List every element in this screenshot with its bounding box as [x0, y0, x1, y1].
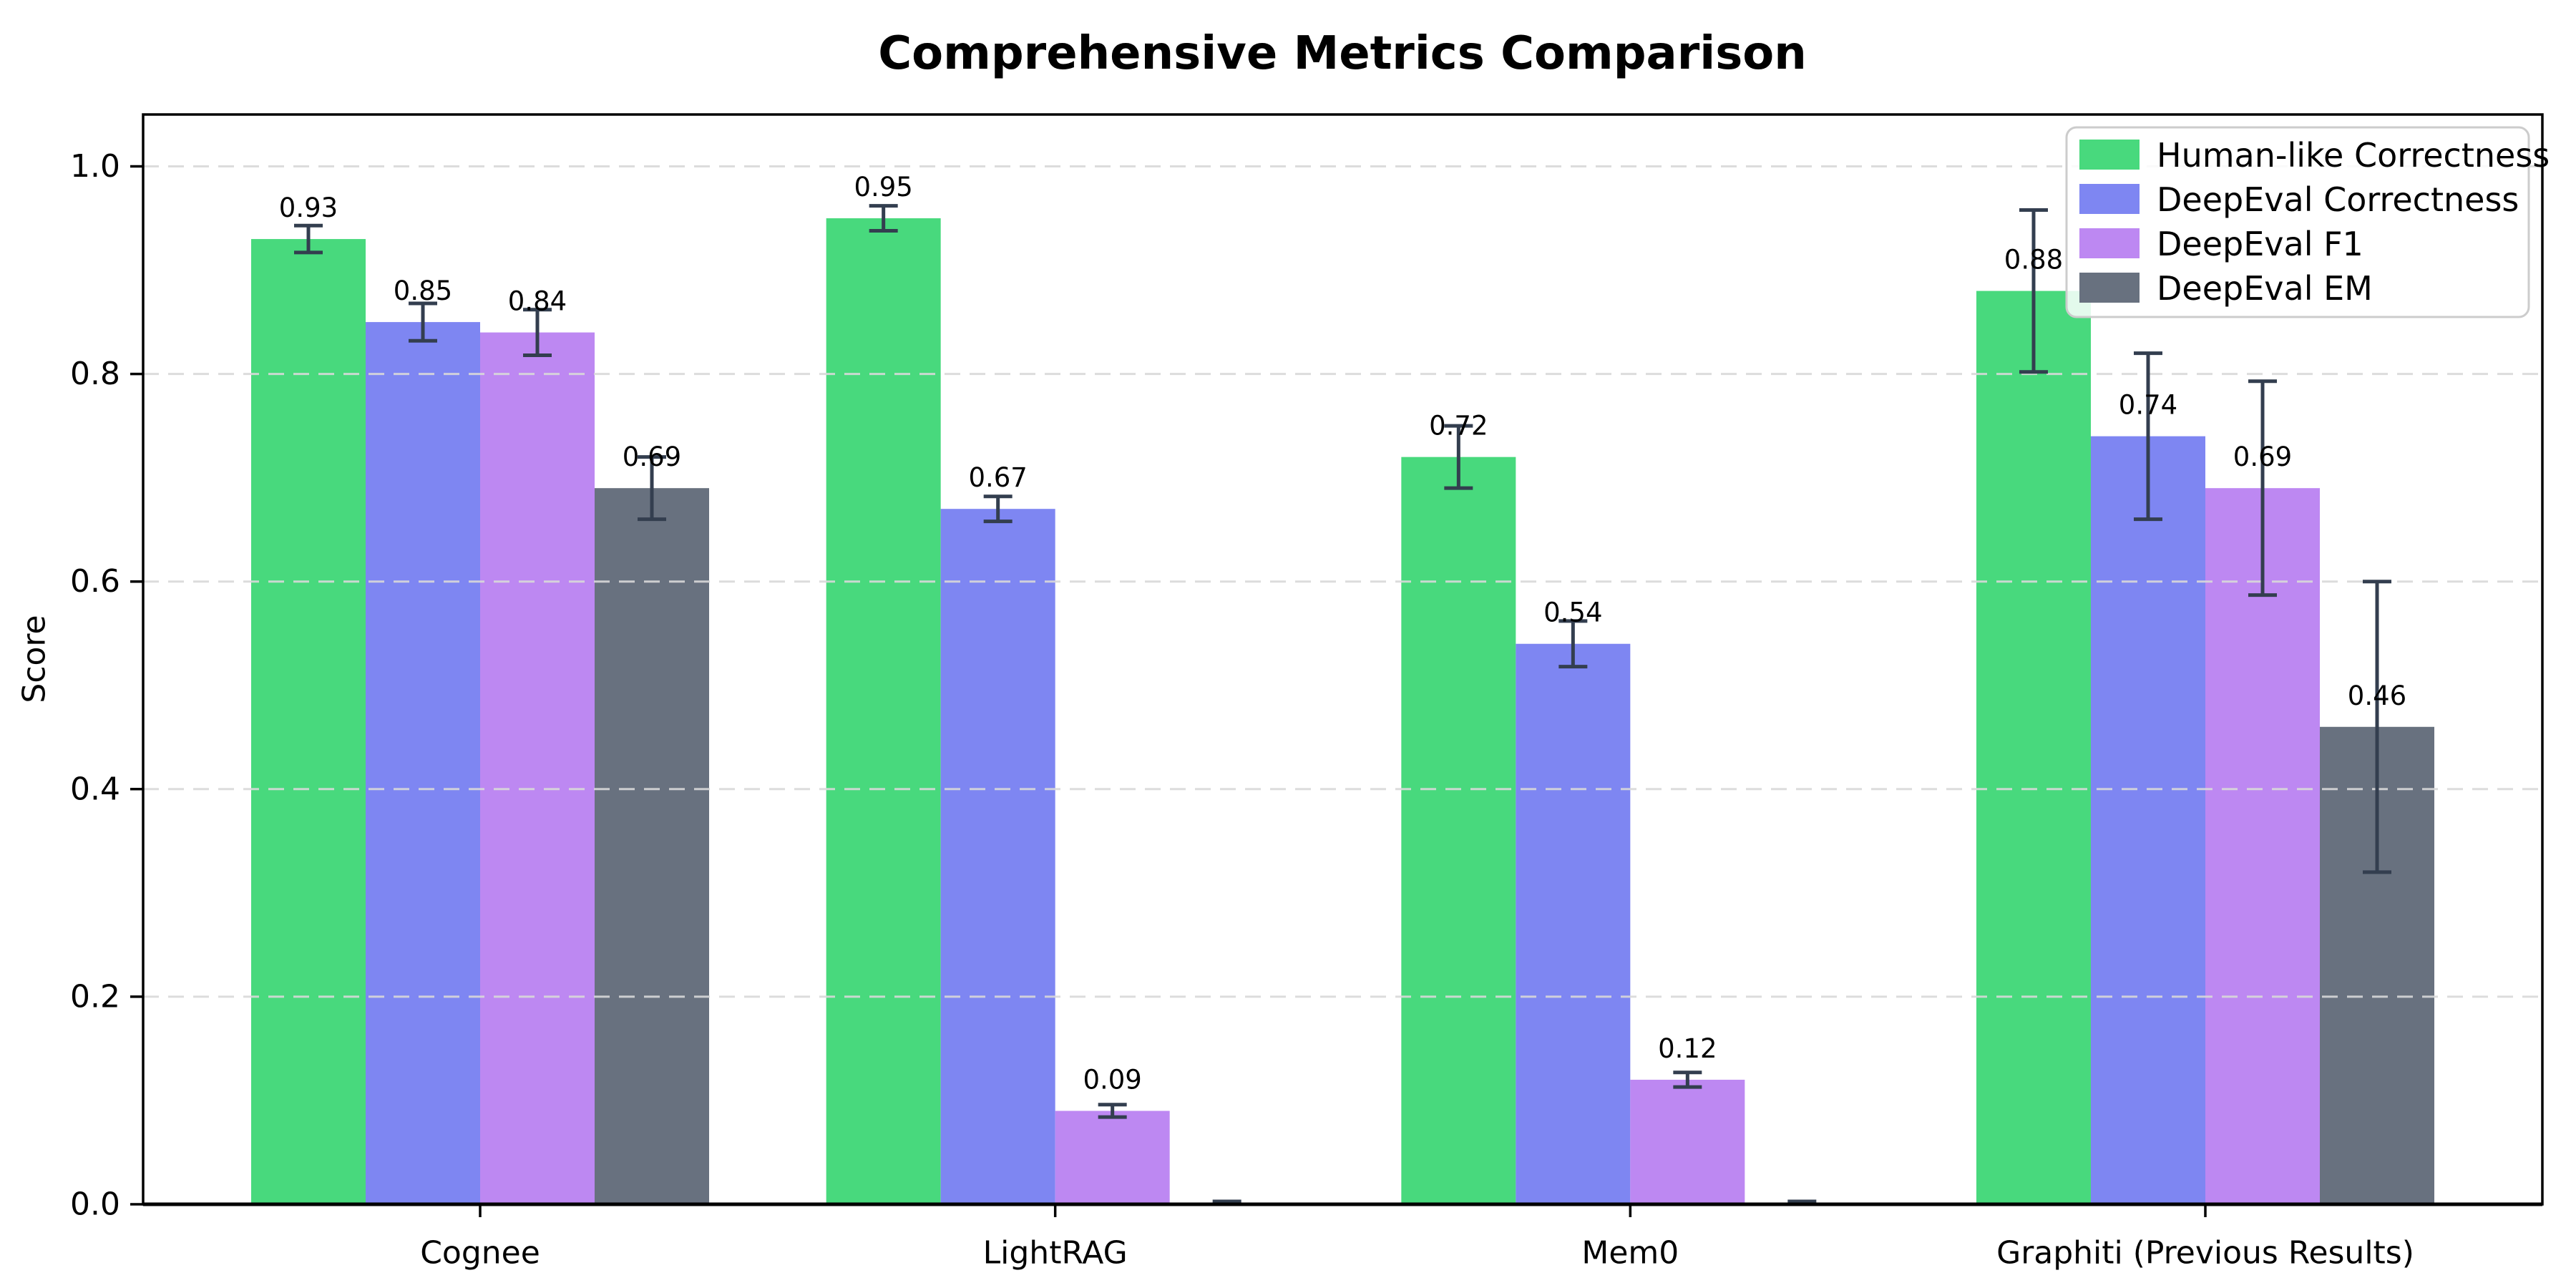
y-tick-label: 0.0 — [70, 1186, 120, 1223]
x-tick-label: LightRAG — [983, 1235, 1128, 1272]
bar-value-label: 0.72 — [1429, 411, 1488, 441]
bar — [2205, 488, 2320, 1204]
bar-value-label: 0.69 — [2233, 441, 2292, 472]
bars-layer — [251, 218, 2434, 1205]
bar — [366, 322, 480, 1205]
bar-value-label: 0.85 — [394, 275, 452, 306]
bar — [1976, 291, 2091, 1205]
bar — [940, 509, 1055, 1204]
legend-label: DeepEval EM — [2157, 269, 2373, 308]
bar-value-label: 0.69 — [623, 441, 681, 472]
bar — [826, 218, 941, 1204]
bar — [251, 239, 366, 1204]
legend-swatch — [2079, 184, 2140, 214]
y-tick-label: 0.4 — [70, 771, 120, 807]
x-tick-label: Graphiti (Previous Results) — [1996, 1235, 2414, 1272]
bar — [480, 332, 595, 1205]
bar-value-label: 0.88 — [2004, 245, 2063, 275]
y-tick-label: 0.8 — [70, 356, 120, 392]
x-tick-label: Cognee — [420, 1235, 540, 1272]
bar — [1516, 643, 1631, 1204]
legend-label: Human-like Correctness — [2157, 136, 2550, 175]
bar-value-label: 0.46 — [2348, 680, 2406, 711]
y-tick-label: 1.0 — [70, 148, 120, 185]
bar — [1630, 1079, 1745, 1204]
bar — [595, 488, 709, 1204]
legend-swatch — [2079, 273, 2140, 303]
x-tick-label: Mem0 — [1581, 1235, 1679, 1272]
bar-value-label: 0.84 — [508, 286, 567, 317]
legend-layer: Human-like Correctness DeepEval Correctne… — [2065, 126, 2550, 318]
bar-value-label: 0.95 — [854, 172, 912, 203]
bar — [1401, 457, 1516, 1204]
bar-value-label: 0.74 — [2119, 390, 2177, 421]
y-axis-label: Score — [16, 615, 53, 703]
axes-layer: 0.0 0.2 0.4 0.6 0.8 1.0 Cognee LightRAG Mem0 Grap… — [70, 113, 2544, 1272]
chart-title: Comprehensive Metrics Comparison — [878, 27, 1807, 80]
legend-swatch — [2079, 228, 2140, 258]
y-tick-label: 0.2 — [70, 978, 120, 1015]
bar-value-label: 0.67 — [968, 462, 1027, 493]
bar-value-label: 0.93 — [279, 192, 338, 223]
value-labels-layer: 0.93 0.95 0.72 0.88 0.85 0.67 0.54 0.74 0.84 0.09… — [279, 172, 2406, 1095]
bar-value-label: 0.54 — [1543, 597, 1602, 628]
legend-box — [2065, 126, 2530, 318]
bar-value-label: 0.12 — [1658, 1033, 1717, 1064]
bar — [1055, 1111, 1170, 1204]
bar — [2091, 436, 2205, 1204]
y-tick-label: 0.6 — [70, 563, 120, 600]
legend-label: DeepEval Correctness — [2157, 180, 2519, 219]
errorbars-layer — [294, 204, 2391, 1204]
legend-label: DeepEval F1 — [2157, 225, 2363, 263]
bar-value-label: 0.09 — [1083, 1064, 1141, 1095]
legend-swatch — [2079, 140, 2140, 170]
